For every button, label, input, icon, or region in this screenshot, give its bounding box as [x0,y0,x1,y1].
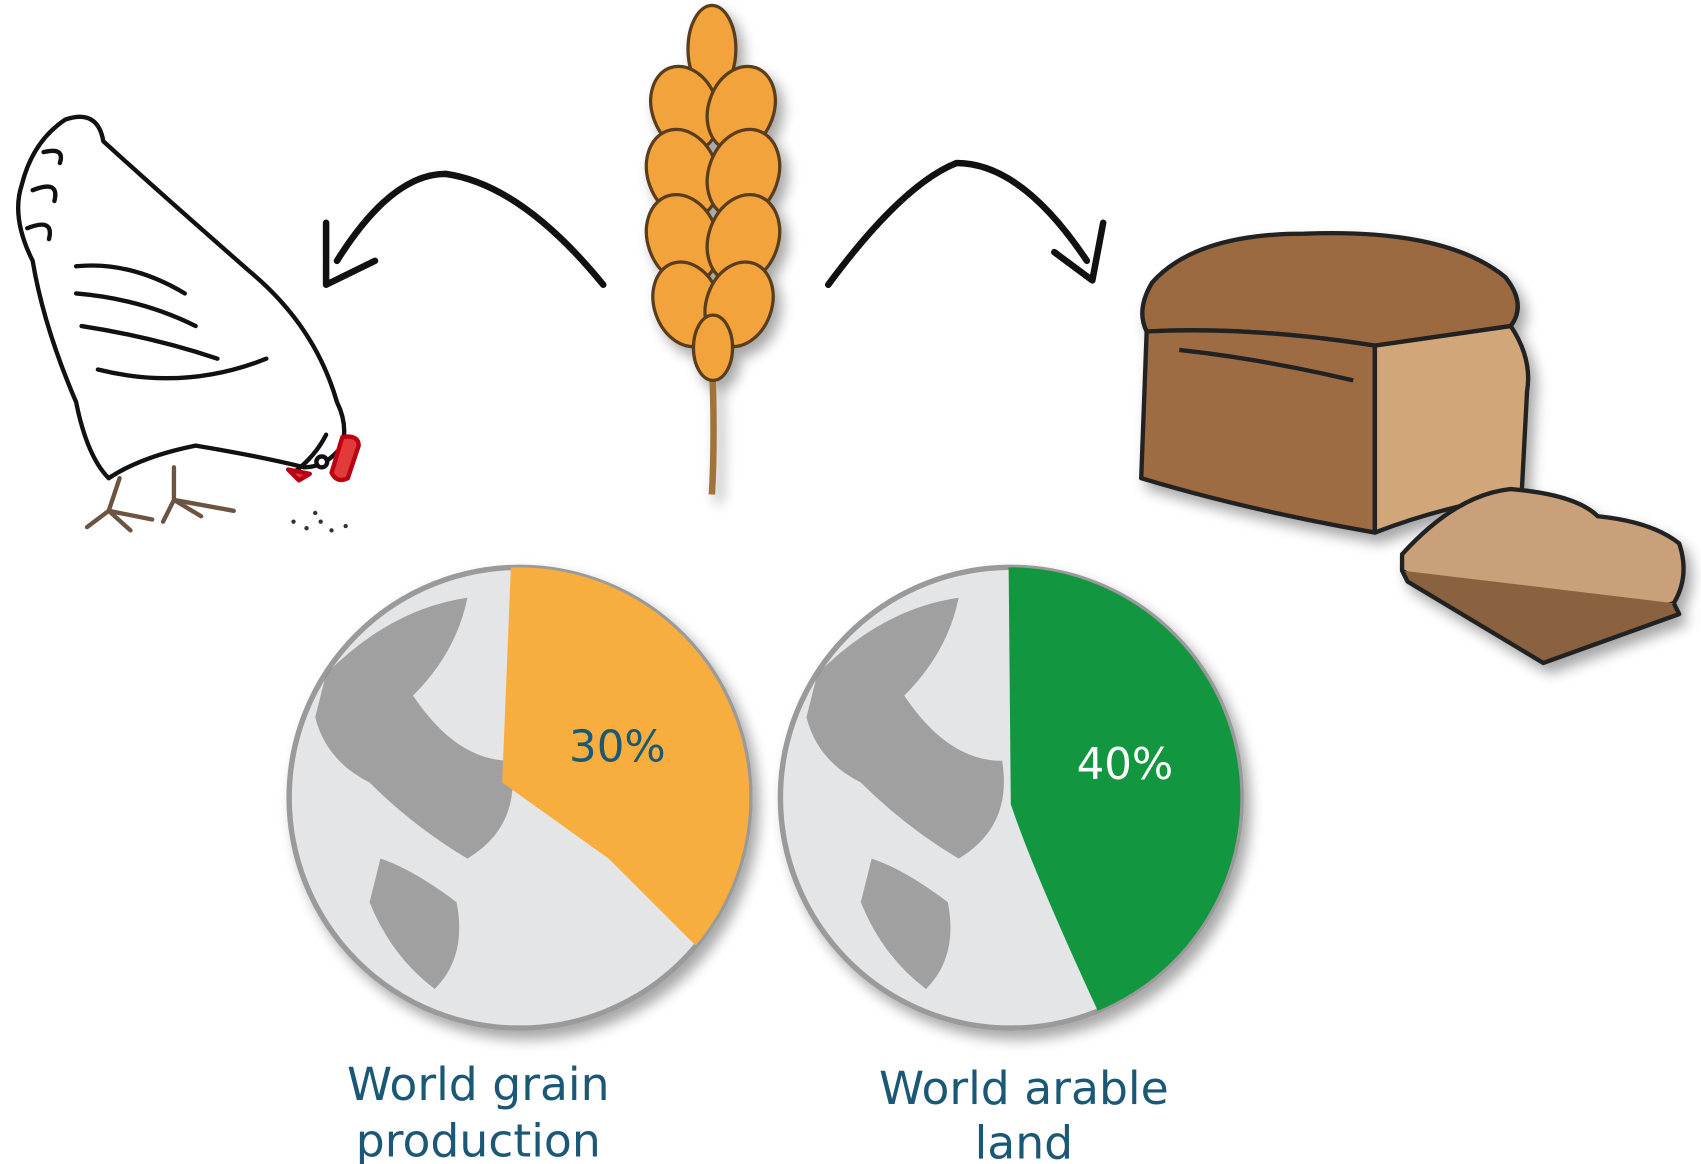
land-caption: land [975,1117,1074,1164]
grain-caption: production [356,1114,601,1164]
arrows [322,159,1107,289]
bread-illustration [1139,231,1686,666]
grain-percent: 30% [569,722,666,772]
chicken-illustration [15,114,361,533]
grain-caption: World grain [347,1058,610,1111]
grain-share-area [502,567,750,946]
arrow-right [824,159,1091,289]
land-caption: World arable [879,1062,1169,1115]
wheat-illustration [644,3,782,495]
globe-grain: 30% World grain production [286,564,753,1164]
land-percent: 40% [1077,740,1174,790]
arrow-left [333,170,607,289]
land-share-area [1008,567,1241,1011]
globe-land: 40% World arable land [777,564,1244,1164]
